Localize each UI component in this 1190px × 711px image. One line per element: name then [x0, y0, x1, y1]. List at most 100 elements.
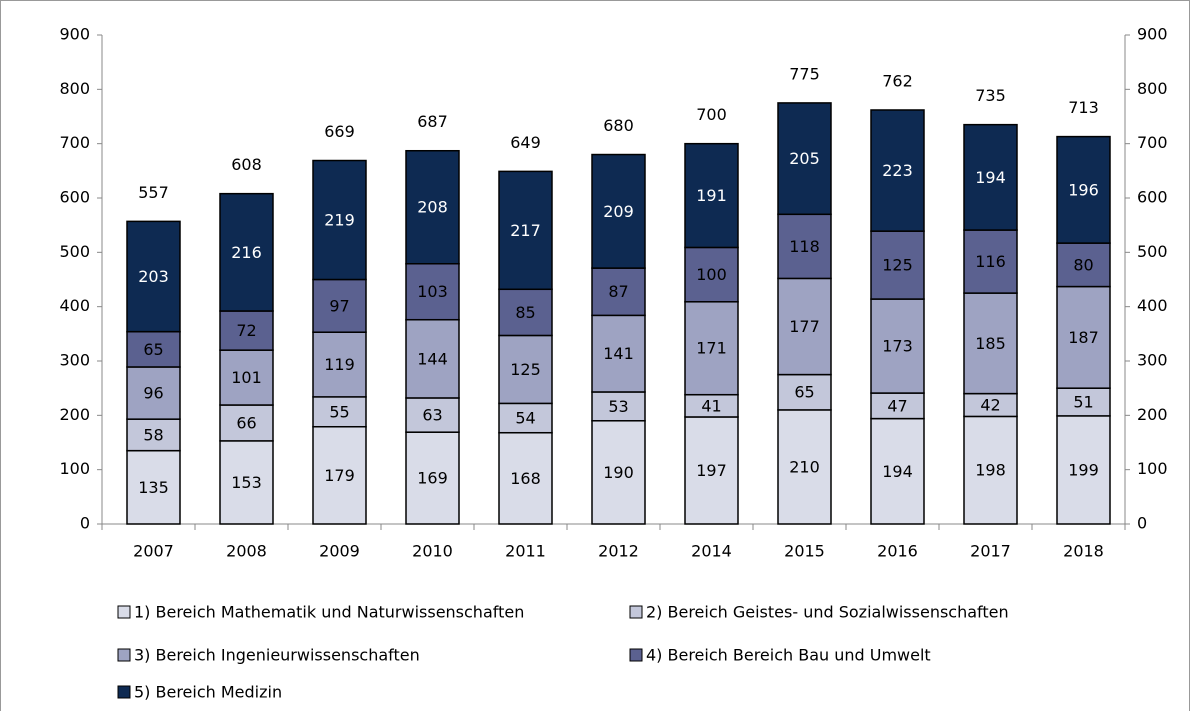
value-label: 171 — [696, 339, 727, 358]
bar-segment — [684, 142, 739, 249]
total-label: 713 — [1068, 98, 1099, 117]
bar-segment — [126, 418, 181, 452]
value-label: 209 — [603, 202, 634, 221]
bar-segment — [870, 392, 925, 420]
x-tick-label: 2012 — [598, 542, 639, 561]
y2-tick-label: 200 — [1137, 405, 1168, 424]
y-tick-label: 800 — [59, 79, 90, 98]
y2-tick-label: 0 — [1137, 514, 1147, 533]
y-tick-label: 0 — [80, 514, 90, 533]
value-label: 191 — [696, 186, 727, 205]
legend-label: 2) Bereich Geistes- und Sozialwissenscha… — [646, 603, 1009, 622]
value-label: 187 — [1068, 328, 1099, 347]
total-label: 687 — [417, 112, 448, 131]
total-label: 649 — [510, 133, 541, 152]
value-label: 100 — [696, 265, 727, 284]
y2-tick-label: 900 — [1137, 25, 1168, 44]
legend-label: 5) Bereich Medizin — [134, 683, 282, 702]
y2-tick-label: 600 — [1137, 188, 1168, 207]
value-label: 116 — [975, 252, 1006, 271]
y-tick-label: 300 — [59, 351, 90, 370]
bar-segment — [405, 397, 460, 433]
bar-segment — [870, 109, 925, 232]
total-label: 775 — [789, 64, 820, 83]
bar-segment — [591, 267, 646, 317]
value-label: 135 — [138, 478, 169, 497]
y-tick-label: 200 — [59, 405, 90, 424]
total-label: 762 — [882, 71, 913, 90]
y-tick-label: 700 — [59, 133, 90, 152]
value-label: 125 — [882, 256, 913, 275]
value-label: 125 — [510, 360, 541, 379]
bar-segment — [126, 449, 181, 525]
x-tick-label: 2010 — [412, 542, 453, 561]
value-label: 179 — [324, 466, 355, 485]
value-label: 119 — [324, 355, 355, 374]
value-label: 63 — [422, 406, 442, 425]
bar-segment — [405, 149, 460, 265]
total-label: 680 — [603, 116, 634, 135]
bar-segment — [1056, 135, 1111, 244]
value-label: 194 — [882, 462, 913, 481]
y-tick-label: 900 — [59, 25, 90, 44]
total-label: 608 — [231, 155, 262, 174]
x-tick-label: 2014 — [691, 542, 732, 561]
value-label: 169 — [417, 469, 448, 488]
bar-segment — [777, 373, 832, 411]
bar-segment — [405, 262, 460, 321]
y2-tick-label: 100 — [1137, 459, 1168, 478]
value-label: 198 — [975, 461, 1006, 480]
value-label: 66 — [236, 413, 256, 432]
bar-segment — [1056, 387, 1111, 417]
legend-label: 1) Bereich Mathematik und Naturwissensch… — [134, 603, 524, 622]
bar-segment — [684, 301, 739, 396]
bar-segment — [684, 246, 739, 303]
x-tick-label: 2008 — [226, 542, 267, 561]
bar-segment — [498, 334, 553, 405]
value-label: 65 — [794, 383, 814, 402]
bar-segment — [405, 431, 460, 525]
bar-segment — [219, 404, 274, 442]
bar-segment — [126, 330, 181, 368]
value-label: 219 — [324, 211, 355, 230]
value-label: 177 — [789, 317, 820, 336]
legend-swatch — [629, 605, 643, 619]
value-label: 54 — [515, 409, 535, 428]
x-tick-label: 2016 — [877, 542, 918, 561]
bar-segment — [126, 220, 181, 333]
value-label: 196 — [1068, 180, 1099, 199]
x-tick-label: 2011 — [505, 542, 546, 561]
bar-segment — [219, 440, 274, 525]
value-label: 141 — [603, 344, 634, 363]
bar-segment — [498, 402, 553, 434]
value-label: 194 — [975, 168, 1006, 187]
bar-segment — [591, 153, 646, 269]
value-label: 97 — [329, 296, 349, 315]
value-label: 53 — [608, 397, 628, 416]
value-label: 51 — [1073, 393, 1093, 412]
value-label: 87 — [608, 282, 628, 301]
value-label: 203 — [138, 267, 169, 286]
value-label: 65 — [143, 340, 163, 359]
x-tick-label: 2017 — [970, 542, 1011, 561]
y-tick-label: 500 — [59, 242, 90, 261]
value-label: 205 — [789, 149, 820, 168]
value-label: 96 — [143, 384, 163, 403]
value-label: 190 — [603, 463, 634, 482]
bar-segment — [1056, 242, 1111, 288]
x-tick-label: 2007 — [133, 542, 174, 561]
value-label: 217 — [510, 221, 541, 240]
y2-tick-label: 500 — [1137, 242, 1168, 261]
value-label: 118 — [789, 237, 820, 256]
value-label: 144 — [417, 349, 448, 368]
legend-swatch — [629, 648, 643, 662]
legend-label: 3) Bereich Ingenieurwissenschaften — [134, 646, 420, 665]
y2-tick-label: 400 — [1137, 296, 1168, 315]
value-label: 101 — [231, 368, 262, 387]
bar-segment — [498, 170, 553, 291]
value-label: 185 — [975, 334, 1006, 353]
bar-segment — [870, 230, 925, 300]
bar-segment — [963, 123, 1018, 231]
bar-segment — [591, 420, 646, 525]
value-label: 80 — [1073, 255, 1093, 274]
